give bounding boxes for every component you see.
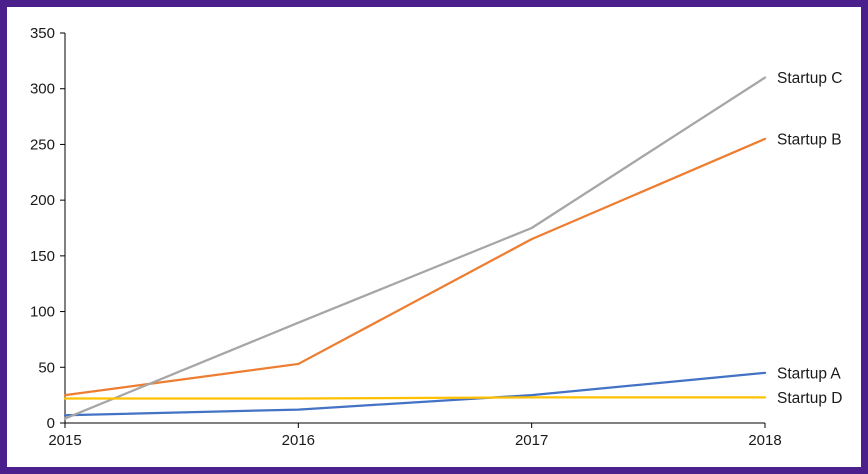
y-axis-tick-label: 0 [47,415,55,432]
y-axis-tick-label: 300 [30,81,55,98]
x-axis-tick-label: 2017 [515,432,548,449]
x-axis-tick-label: 2016 [282,432,315,449]
series-end-label-startup-a: Startup A [777,365,841,382]
y-axis-tick-label: 100 [30,304,55,321]
series-line-startup-d [63,396,767,400]
y-axis-tick-label: 250 [30,136,55,153]
x-axis-tick-label: 2015 [48,432,81,449]
x-axis-tick-label: 2018 [748,432,781,449]
chart-area: 0 50 100 150 200 250 300 350 2015 2016 2017 2018 Sta… [7,7,861,467]
series-line-startup-a [63,371,767,417]
series-end-label-startup-b: Startup B [777,131,842,148]
line-chart: 0 50 100 150 200 250 300 350 2015 2016 2017 2018 Sta… [30,25,843,449]
series-end-label-startup-c: Startup C [777,70,842,87]
series-end-label-startup-d: Startup D [777,390,842,407]
y-axis-tick-label: 50 [38,359,55,376]
series-line-startup-b [63,137,767,397]
y-axis-tick-label: 150 [30,248,55,265]
y-axis-tick-label: 350 [30,25,55,42]
series-line-startup-c [63,76,767,420]
y-axis-tick-label: 200 [30,192,55,209]
